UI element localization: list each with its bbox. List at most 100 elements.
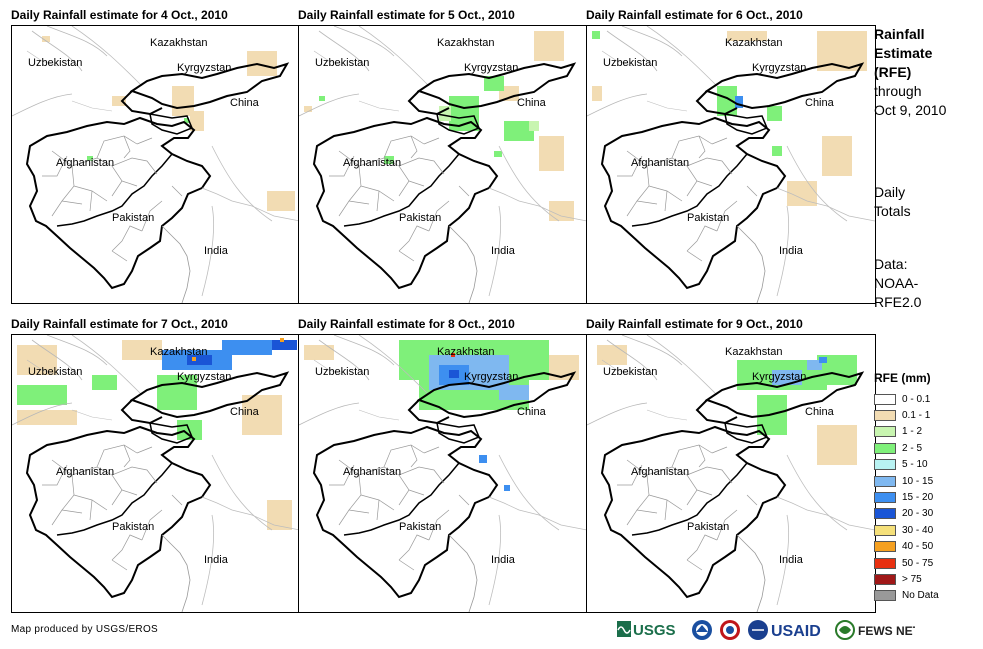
legend-item: 50 - 75 <box>874 555 979 571</box>
legend-item: 20 - 30 <box>874 506 979 522</box>
label-uzbekistan: Uzbekistan <box>28 57 82 69</box>
label-india: India <box>779 554 804 566</box>
legend-swatch <box>874 557 896 569</box>
label-china: China <box>230 97 260 109</box>
legend-swatch <box>874 508 896 520</box>
label-uzbekistan: Uzbekistan <box>603 57 657 69</box>
label-afghanistan: Afghanistan <box>343 466 401 478</box>
legend-item: No Data <box>874 588 979 604</box>
label-afghanistan: Afghanistan <box>56 466 114 478</box>
legend-label: 0.1 - 1 <box>902 410 931 422</box>
legend-item: 1 - 2 <box>874 424 979 440</box>
usaid-logo-text: USAID <box>771 623 821 640</box>
panel-title: Daily Rainfall estimate for 4 Oct., 2010 <box>11 8 228 22</box>
sidebar-through-line: Oct 9, 2010 <box>874 102 947 118</box>
label-afghanistan: Afghanistan <box>631 466 689 478</box>
legend-label: 10 - 15 <box>902 475 934 487</box>
nws-logo <box>720 620 740 640</box>
label-uzbekistan: Uzbekistan <box>315 57 369 69</box>
legend-label: 50 - 75 <box>902 557 934 569</box>
label-india: India <box>491 554 516 566</box>
legend-label: 1 - 2 <box>902 426 923 438</box>
label-india: India <box>204 245 229 257</box>
sidebar-title-line: Estimate <box>874 45 933 61</box>
legend-label: 15 - 20 <box>902 492 934 504</box>
legend-label: > 75 <box>902 573 922 585</box>
noaa-logo <box>692 620 712 640</box>
label-kyrgyzstan: Kyrgyzstan <box>464 371 518 383</box>
legend-swatch <box>874 426 896 438</box>
fewsnet-logo-text: FEWS NET <box>858 624 915 638</box>
label-kyrgyzstan: Kyrgyzstan <box>177 62 231 74</box>
label-kyrgyzstan: Kyrgyzstan <box>177 371 231 383</box>
usaid-logo: USAID <box>748 620 821 640</box>
sidebar-title-line: Rainfall <box>874 26 925 42</box>
legend-swatch <box>874 524 896 536</box>
fewsnet-logo: FEWS NET <box>835 620 915 640</box>
legend-label: 5 - 10 <box>902 459 928 471</box>
label-afghanistan: Afghanistan <box>56 157 114 169</box>
panel-title: Daily Rainfall estimate for 8 Oct., 2010 <box>298 317 515 331</box>
label-pakistan: Pakistan <box>687 212 729 224</box>
legend-swatch <box>874 393 896 405</box>
label-afghanistan: Afghanistan <box>343 157 401 169</box>
label-uzbekistan: Uzbekistan <box>315 366 369 378</box>
legend-title: RFE (mm) <box>874 371 931 385</box>
panel-title: Daily Rainfall estimate for 7 Oct., 2010 <box>11 317 228 331</box>
legend-item: 10 - 15 <box>874 473 979 489</box>
panel-title: Daily Rainfall estimate for 5 Oct., 2010 <box>298 8 515 22</box>
label-pakistan: Pakistan <box>112 521 154 533</box>
legend-item: 0 - 0.1 <box>874 391 979 407</box>
label-kazakhstan: Kazakhstan <box>437 346 494 358</box>
sidebar-data-line: Data: <box>874 256 908 272</box>
label-kyrgyzstan: Kyrgyzstan <box>752 371 806 383</box>
sidebar-through: through Oct 9, 2010 <box>874 82 946 120</box>
legend-label: 0 - 0.1 <box>902 393 931 405</box>
label-uzbekistan: Uzbekistan <box>28 366 82 378</box>
label-kazakhstan: Kazakhstan <box>150 37 207 49</box>
label-china: China <box>805 97 835 109</box>
map-credit: Map produced by USGS/EROS <box>11 624 159 635</box>
rainfall-map: Kazakhstan Uzbekistan Kyrgyzstan China A… <box>11 25 301 304</box>
sidebar-title: Rainfall Estimate (RFE) <box>874 25 932 82</box>
legend: RFE (mm) 0 - 0.1 0.1 - 1 1 - 2 2 - 5 5 - 10 1… <box>874 371 979 604</box>
label-pakistan: Pakistan <box>112 212 154 224</box>
label-china: China <box>230 406 260 418</box>
label-kazakhstan: Kazakhstan <box>725 37 782 49</box>
sidebar-through-line: through <box>874 83 922 99</box>
sidebar-totals-line: Daily <box>874 184 906 200</box>
legend-label: 2 - 5 <box>902 442 923 454</box>
legend-swatch <box>874 410 896 422</box>
legend-label: 30 - 40 <box>902 524 934 536</box>
rainfall-map: Kazakhstan Uzbekistan Kyrgyzstan China A… <box>298 25 588 304</box>
label-pakistan: Pakistan <box>399 212 441 224</box>
legend-label: 40 - 50 <box>902 541 934 553</box>
rainfall-map: Kazakhstan Uzbekistan Kyrgyzstan China A… <box>11 334 301 613</box>
legend-swatch <box>874 541 896 553</box>
legend-item: 40 - 50 <box>874 539 979 555</box>
legend-swatch <box>874 492 896 504</box>
logo-bar: USGS USAID FEWS NET <box>617 617 915 643</box>
usgs-logo: USGS <box>617 621 676 639</box>
legend-item: 0.1 - 1 <box>874 407 979 423</box>
legend-swatch <box>874 459 896 471</box>
label-kazakhstan: Kazakhstan <box>725 346 782 358</box>
legend-label: 20 - 30 <box>902 508 934 520</box>
usgs-logo-text: USGS <box>633 622 676 639</box>
legend-item: 2 - 5 <box>874 440 979 456</box>
label-uzbekistan: Uzbekistan <box>603 366 657 378</box>
label-china: China <box>805 406 835 418</box>
label-india: India <box>779 245 804 257</box>
label-kazakhstan: Kazakhstan <box>150 346 207 358</box>
legend-swatch <box>874 442 896 454</box>
label-china: China <box>517 97 547 109</box>
rainfall-map: Kazakhstan Uzbekistan Kyrgyzstan China A… <box>298 334 588 613</box>
legend-swatch <box>874 573 896 585</box>
label-india: India <box>204 554 229 566</box>
legend-item: 5 - 10 <box>874 457 979 473</box>
label-china: China <box>517 406 547 418</box>
sidebar-totals-line: Totals <box>874 203 911 219</box>
legend-swatch <box>874 475 896 487</box>
legend-item: 30 - 40 <box>874 522 979 538</box>
sidebar-data-source: Data: NOAA- RFE2.0 <box>874 255 921 312</box>
